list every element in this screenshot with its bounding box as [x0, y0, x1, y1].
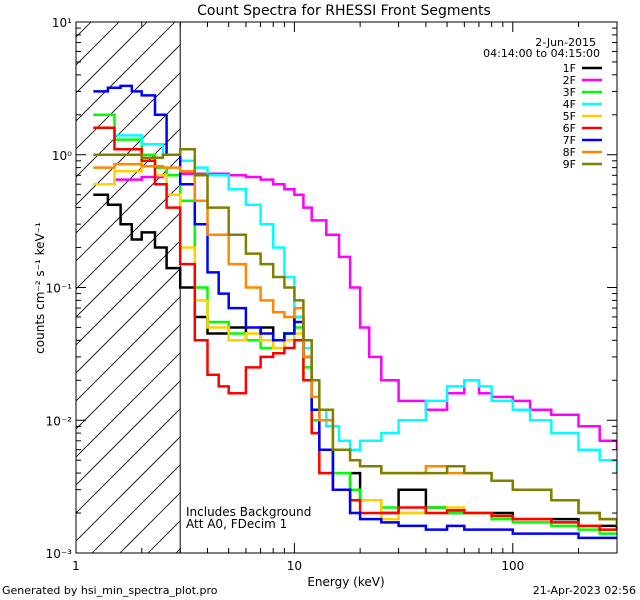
hatch-line [76, 44, 181, 150]
hatch-line [76, 22, 92, 38]
timestamp: 21-Apr-2023 02:56 [533, 584, 636, 597]
series-line-3F [93, 113, 617, 535]
x-tick-label: 10 [287, 559, 302, 573]
y-tick-label: 10⁻¹ [46, 282, 73, 296]
hatch-line [91, 464, 181, 553]
info-time-range: 04:14:00 to 04:15:00 [483, 47, 600, 60]
legend-label: 5F [563, 110, 576, 123]
x-tick-label: 100 [501, 559, 524, 573]
legend-label: 2F [563, 74, 576, 87]
generated-by: Generated by hsi_min_spectra_plot.pro [2, 584, 218, 597]
y-tick-label: 10⁻³ [46, 547, 73, 561]
legend-label: 6F [563, 122, 576, 135]
y-axis-ticks [76, 21, 617, 554]
y-tick-label: 10⁻² [46, 414, 73, 428]
hatch-line [76, 380, 181, 486]
legend-label: 4F [563, 98, 576, 111]
legend-label: 7F [563, 134, 576, 147]
series-line-2F [93, 172, 617, 450]
info-date: 2-Jun-2015 [535, 36, 596, 49]
hatch-line [76, 296, 181, 402]
hatch-line [76, 22, 148, 94]
hatched-region [0, 0, 181, 553]
series-line-9F [93, 148, 617, 526]
series-line-7F [93, 84, 617, 540]
legend-label: 1F [563, 62, 576, 75]
hatch-line [76, 128, 181, 234]
hatch-line [76, 436, 181, 542]
x-axis-tick-labels: 1 10 100 [72, 559, 524, 573]
annotation-attenuator: Att A0, FDecim 1 [186, 517, 287, 531]
legend-label: 8F [563, 146, 576, 159]
hatch-line [76, 408, 181, 514]
x-tick-label: 1 [72, 559, 80, 573]
y-axis-label: counts cm⁻² s⁻¹ keV⁻¹ [33, 222, 47, 354]
series-line-4F [93, 126, 617, 474]
hatch-line [76, 184, 181, 290]
y-axis-tick-labels: 10⁻³ 10⁻² 10⁻¹ 10⁰ 10¹ [46, 16, 73, 561]
hatch-line [76, 22, 120, 66]
hatch-line [0, 0, 132, 553]
series-line-1F [93, 193, 617, 530]
series-line-8F [93, 162, 617, 526]
hatch-line [76, 156, 181, 262]
legend-label: 9F [563, 158, 576, 171]
series-layer [93, 84, 617, 540]
hatch-line [76, 268, 181, 374]
x-axis-label: Energy (keV) [307, 575, 384, 589]
hatch-line [76, 240, 181, 346]
x-axis-ticks [75, 22, 618, 553]
y-tick-label: 10¹ [52, 16, 72, 30]
legend-label: 3F [563, 86, 576, 99]
series-line-6F [93, 126, 617, 531]
y-tick-label: 10⁰ [52, 149, 72, 163]
chart-title: Count Spectra for RHESSI Front Segments [197, 3, 491, 19]
hatch-line [76, 352, 181, 458]
annotation-background: Includes Background [186, 505, 311, 519]
hatch-line [76, 22, 176, 122]
hatch-line [76, 212, 181, 318]
